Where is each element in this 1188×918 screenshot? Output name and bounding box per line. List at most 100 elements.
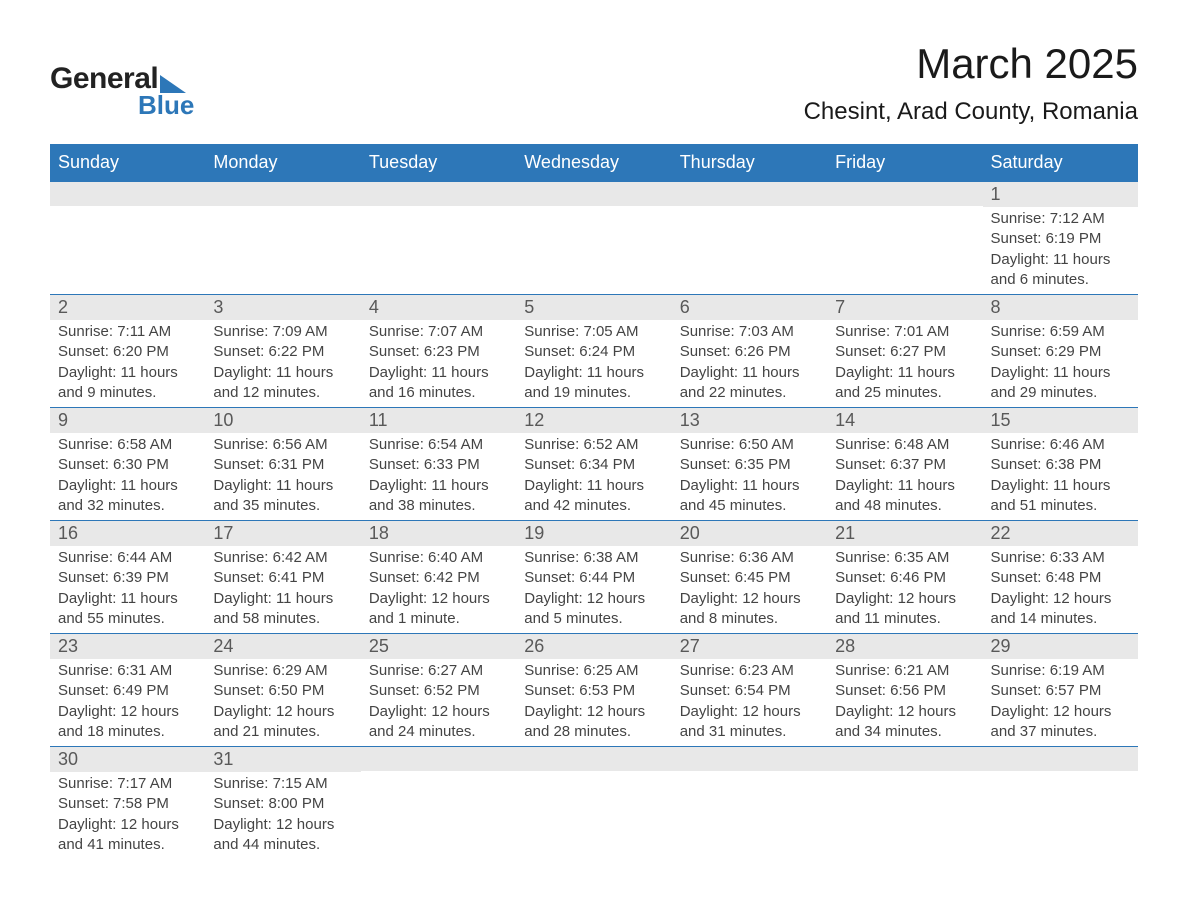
day-details: Sunrise: 6:58 AMSunset: 6:30 PMDaylight:… [50, 433, 205, 520]
sunset-line: Sunset: 6:50 PM [213, 681, 352, 701]
weekday-header: Tuesday [361, 144, 516, 181]
calendar-day-cell [205, 181, 360, 294]
day-number: 31 [205, 747, 360, 772]
day-number: 19 [516, 521, 671, 546]
calendar-day-cell: 20Sunrise: 6:36 AMSunset: 6:45 PMDayligh… [672, 520, 827, 633]
sunset-line: Sunset: 6:29 PM [991, 342, 1130, 362]
calendar-day-cell [361, 746, 516, 859]
day-details: Sunrise: 7:05 AMSunset: 6:24 PMDaylight:… [516, 320, 671, 407]
sunrise-line: Sunrise: 7:01 AM [835, 322, 974, 342]
daylight-line: Daylight: 11 hours and 55 minutes. [58, 589, 197, 630]
calendar-day-cell: 14Sunrise: 6:48 AMSunset: 6:37 PMDayligh… [827, 407, 982, 520]
daylight-line: Daylight: 12 hours and 41 minutes. [58, 815, 197, 856]
calendar-day-cell: 6Sunrise: 7:03 AMSunset: 6:26 PMDaylight… [672, 294, 827, 407]
daylight-line: Daylight: 11 hours and 25 minutes. [835, 363, 974, 404]
sunset-line: Sunset: 6:27 PM [835, 342, 974, 362]
daylight-line: Daylight: 11 hours and 16 minutes. [369, 363, 508, 404]
day-details: Sunrise: 6:23 AMSunset: 6:54 PMDaylight:… [672, 659, 827, 746]
day-number: 14 [827, 408, 982, 433]
calendar-day-cell: 9Sunrise: 6:58 AMSunset: 6:30 PMDaylight… [50, 407, 205, 520]
daylight-line: Daylight: 12 hours and 5 minutes. [524, 589, 663, 630]
day-details [983, 771, 1138, 851]
calendar-day-cell: 4Sunrise: 7:07 AMSunset: 6:23 PMDaylight… [361, 294, 516, 407]
calendar-week-row: 16Sunrise: 6:44 AMSunset: 6:39 PMDayligh… [50, 520, 1138, 633]
sunset-line: Sunset: 6:42 PM [369, 568, 508, 588]
calendar-day-cell [983, 746, 1138, 859]
sunrise-line: Sunrise: 6:52 AM [524, 435, 663, 455]
day-details: Sunrise: 6:52 AMSunset: 6:34 PMDaylight:… [516, 433, 671, 520]
calendar-day-cell: 5Sunrise: 7:05 AMSunset: 6:24 PMDaylight… [516, 294, 671, 407]
day-details: Sunrise: 6:27 AMSunset: 6:52 PMDaylight:… [361, 659, 516, 746]
sunset-line: Sunset: 6:57 PM [991, 681, 1130, 701]
daylight-line: Daylight: 11 hours and 9 minutes. [58, 363, 197, 404]
day-details: Sunrise: 6:29 AMSunset: 6:50 PMDaylight:… [205, 659, 360, 746]
calendar-week-row: 1Sunrise: 7:12 AMSunset: 6:19 PMDaylight… [50, 181, 1138, 294]
day-number [361, 182, 516, 206]
day-details: Sunrise: 6:59 AMSunset: 6:29 PMDaylight:… [983, 320, 1138, 407]
day-details: Sunrise: 6:35 AMSunset: 6:46 PMDaylight:… [827, 546, 982, 633]
sunrise-line: Sunrise: 6:56 AM [213, 435, 352, 455]
calendar-day-cell: 1Sunrise: 7:12 AMSunset: 6:19 PMDaylight… [983, 181, 1138, 294]
calendar-day-cell: 21Sunrise: 6:35 AMSunset: 6:46 PMDayligh… [827, 520, 982, 633]
day-number: 21 [827, 521, 982, 546]
weekday-header: Saturday [983, 144, 1138, 181]
calendar-day-cell: 11Sunrise: 6:54 AMSunset: 6:33 PMDayligh… [361, 407, 516, 520]
day-number: 30 [50, 747, 205, 772]
sunset-line: Sunset: 6:52 PM [369, 681, 508, 701]
day-details: Sunrise: 6:21 AMSunset: 6:56 PMDaylight:… [827, 659, 982, 746]
calendar-day-cell [827, 746, 982, 859]
weekday-header: Wednesday [516, 144, 671, 181]
sunrise-line: Sunrise: 7:15 AM [213, 774, 352, 794]
day-details: Sunrise: 6:36 AMSunset: 6:45 PMDaylight:… [672, 546, 827, 633]
day-details: Sunrise: 6:44 AMSunset: 6:39 PMDaylight:… [50, 546, 205, 633]
day-number: 20 [672, 521, 827, 546]
sunset-line: Sunset: 6:34 PM [524, 455, 663, 475]
sunrise-line: Sunrise: 6:40 AM [369, 548, 508, 568]
sunset-line: Sunset: 6:56 PM [835, 681, 974, 701]
day-details: Sunrise: 6:31 AMSunset: 6:49 PMDaylight:… [50, 659, 205, 746]
calendar-day-cell: 30Sunrise: 7:17 AMSunset: 7:58 PMDayligh… [50, 746, 205, 859]
sunrise-line: Sunrise: 6:42 AM [213, 548, 352, 568]
day-details: Sunrise: 6:48 AMSunset: 6:37 PMDaylight:… [827, 433, 982, 520]
calendar-day-cell: 27Sunrise: 6:23 AMSunset: 6:54 PMDayligh… [672, 633, 827, 746]
day-number: 25 [361, 634, 516, 659]
title-block: March 2025 Chesint, Arad County, Romania [804, 40, 1138, 126]
day-details [50, 206, 205, 286]
day-details [827, 206, 982, 286]
calendar-day-cell: 12Sunrise: 6:52 AMSunset: 6:34 PMDayligh… [516, 407, 671, 520]
calendar-day-cell [50, 181, 205, 294]
calendar-day-cell: 31Sunrise: 7:15 AMSunset: 8:00 PMDayligh… [205, 746, 360, 859]
sunset-line: Sunset: 6:46 PM [835, 568, 974, 588]
daylight-line: Daylight: 11 hours and 42 minutes. [524, 476, 663, 517]
daylight-line: Daylight: 12 hours and 14 minutes. [991, 589, 1130, 630]
sunset-line: Sunset: 6:26 PM [680, 342, 819, 362]
calendar-day-cell: 18Sunrise: 6:40 AMSunset: 6:42 PMDayligh… [361, 520, 516, 633]
calendar-day-cell: 2Sunrise: 7:11 AMSunset: 6:20 PMDaylight… [50, 294, 205, 407]
day-details: Sunrise: 6:50 AMSunset: 6:35 PMDaylight:… [672, 433, 827, 520]
day-number: 6 [672, 295, 827, 320]
month-title: March 2025 [804, 40, 1138, 88]
sunset-line: Sunset: 6:20 PM [58, 342, 197, 362]
sunrise-line: Sunrise: 6:23 AM [680, 661, 819, 681]
sunset-line: Sunset: 6:38 PM [991, 455, 1130, 475]
sunrise-line: Sunrise: 6:44 AM [58, 548, 197, 568]
sunrise-line: Sunrise: 6:35 AM [835, 548, 974, 568]
calendar-day-cell: 7Sunrise: 7:01 AMSunset: 6:27 PMDaylight… [827, 294, 982, 407]
calendar-day-cell [516, 181, 671, 294]
day-details [672, 771, 827, 851]
sunrise-line: Sunrise: 6:48 AM [835, 435, 974, 455]
weekday-header: Monday [205, 144, 360, 181]
day-number [516, 747, 671, 771]
day-details: Sunrise: 6:25 AMSunset: 6:53 PMDaylight:… [516, 659, 671, 746]
day-details: Sunrise: 6:56 AMSunset: 6:31 PMDaylight:… [205, 433, 360, 520]
daylight-line: Daylight: 12 hours and 11 minutes. [835, 589, 974, 630]
calendar-day-cell: 15Sunrise: 6:46 AMSunset: 6:38 PMDayligh… [983, 407, 1138, 520]
calendar-day-cell: 13Sunrise: 6:50 AMSunset: 6:35 PMDayligh… [672, 407, 827, 520]
day-details [361, 206, 516, 286]
calendar-week-row: 9Sunrise: 6:58 AMSunset: 6:30 PMDaylight… [50, 407, 1138, 520]
day-number: 2 [50, 295, 205, 320]
sunrise-line: Sunrise: 6:54 AM [369, 435, 508, 455]
day-number: 5 [516, 295, 671, 320]
day-number: 3 [205, 295, 360, 320]
sunrise-line: Sunrise: 6:25 AM [524, 661, 663, 681]
